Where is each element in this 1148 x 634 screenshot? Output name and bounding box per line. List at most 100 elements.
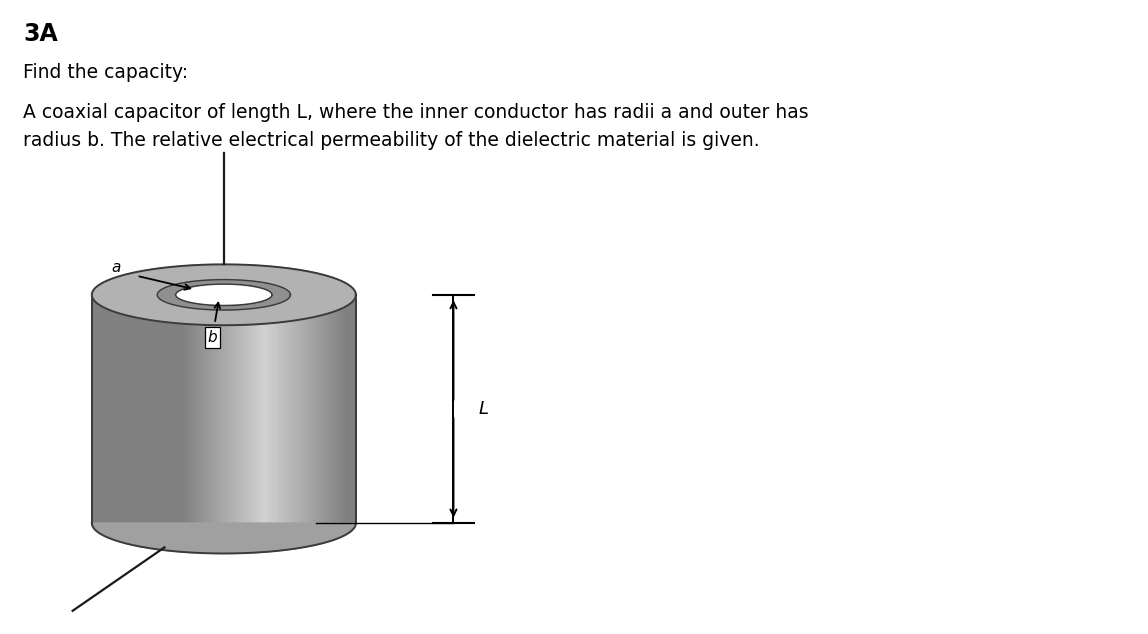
Polygon shape (324, 295, 327, 523)
Polygon shape (157, 280, 290, 310)
Polygon shape (289, 295, 293, 523)
Polygon shape (269, 295, 271, 523)
Polygon shape (92, 264, 356, 325)
Polygon shape (121, 295, 124, 523)
Polygon shape (285, 295, 287, 523)
Polygon shape (319, 295, 321, 523)
Polygon shape (161, 295, 163, 523)
Polygon shape (274, 295, 277, 523)
Polygon shape (100, 295, 102, 523)
Polygon shape (348, 295, 350, 523)
Polygon shape (256, 295, 258, 523)
Polygon shape (189, 295, 192, 523)
Polygon shape (176, 284, 272, 306)
Polygon shape (92, 523, 356, 553)
Polygon shape (264, 295, 266, 523)
Polygon shape (126, 295, 129, 523)
Polygon shape (234, 295, 238, 523)
Polygon shape (271, 295, 274, 523)
Polygon shape (309, 295, 311, 523)
Polygon shape (92, 295, 94, 523)
Polygon shape (321, 295, 324, 523)
Polygon shape (124, 295, 126, 523)
Polygon shape (297, 295, 301, 523)
Polygon shape (216, 295, 218, 523)
Polygon shape (137, 295, 139, 523)
Polygon shape (192, 295, 195, 523)
Polygon shape (169, 295, 171, 523)
Polygon shape (208, 295, 211, 523)
Polygon shape (335, 295, 338, 523)
Polygon shape (179, 295, 181, 523)
Polygon shape (153, 295, 155, 523)
Polygon shape (218, 295, 222, 523)
Polygon shape (313, 295, 317, 523)
Polygon shape (350, 295, 354, 523)
Polygon shape (211, 295, 214, 523)
Polygon shape (181, 295, 185, 523)
Polygon shape (282, 295, 285, 523)
Polygon shape (118, 295, 121, 523)
Polygon shape (102, 295, 106, 523)
Polygon shape (203, 295, 205, 523)
Polygon shape (261, 295, 264, 523)
Polygon shape (108, 295, 110, 523)
Polygon shape (232, 295, 234, 523)
Polygon shape (346, 295, 348, 523)
Polygon shape (340, 295, 342, 523)
Polygon shape (245, 295, 248, 523)
Text: 3A: 3A (23, 22, 57, 46)
Polygon shape (134, 295, 137, 523)
Polygon shape (338, 295, 340, 523)
Polygon shape (242, 295, 245, 523)
Polygon shape (129, 295, 132, 523)
Polygon shape (177, 295, 179, 523)
Text: Find the capacity:: Find the capacity: (23, 63, 188, 82)
Polygon shape (342, 295, 346, 523)
Polygon shape (311, 295, 313, 523)
Polygon shape (258, 295, 261, 523)
Polygon shape (106, 295, 108, 523)
Polygon shape (113, 295, 116, 523)
Polygon shape (222, 295, 224, 523)
Polygon shape (163, 295, 165, 523)
Polygon shape (195, 295, 197, 523)
Polygon shape (301, 295, 303, 523)
Polygon shape (248, 295, 250, 523)
Polygon shape (317, 295, 319, 523)
Polygon shape (293, 295, 295, 523)
Polygon shape (226, 295, 230, 523)
Polygon shape (224, 295, 226, 523)
Polygon shape (165, 295, 169, 523)
Polygon shape (98, 295, 100, 523)
Polygon shape (295, 295, 297, 523)
Polygon shape (305, 295, 309, 523)
Polygon shape (184, 295, 187, 523)
Polygon shape (171, 295, 173, 523)
Polygon shape (131, 295, 134, 523)
Polygon shape (205, 295, 208, 523)
Text: A coaxial capacitor of length L, where the inner conductor has radii a and outer: A coaxial capacitor of length L, where t… (23, 103, 808, 122)
Polygon shape (303, 295, 305, 523)
Polygon shape (173, 295, 177, 523)
Polygon shape (197, 295, 200, 523)
Polygon shape (354, 295, 356, 523)
Polygon shape (327, 295, 329, 523)
Polygon shape (187, 295, 189, 523)
Polygon shape (250, 295, 253, 523)
Polygon shape (238, 295, 240, 523)
Polygon shape (287, 295, 289, 523)
Polygon shape (277, 295, 279, 523)
Polygon shape (158, 295, 161, 523)
Polygon shape (150, 295, 153, 523)
Polygon shape (230, 295, 232, 523)
Polygon shape (200, 295, 203, 523)
Polygon shape (94, 295, 98, 523)
Polygon shape (266, 295, 269, 523)
Polygon shape (110, 295, 113, 523)
Polygon shape (253, 295, 256, 523)
Polygon shape (214, 295, 216, 523)
Polygon shape (139, 295, 142, 523)
Text: b: b (208, 330, 217, 346)
Polygon shape (147, 295, 150, 523)
